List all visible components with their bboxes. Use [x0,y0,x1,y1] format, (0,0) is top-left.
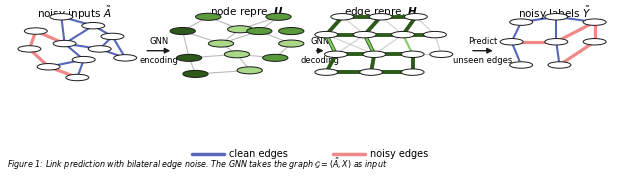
Text: node repre. $\boldsymbol{U}$: node repre. $\boldsymbol{U}$ [210,5,284,19]
Text: unseen edges: unseen edges [453,56,513,65]
Circle shape [170,28,195,35]
Circle shape [278,40,304,47]
Circle shape [183,70,208,77]
Circle shape [18,46,41,52]
Text: noisy edges: noisy edges [370,149,428,159]
Text: noisy labels $\tilde{Y}$: noisy labels $\tilde{Y}$ [518,5,592,22]
Circle shape [401,69,424,75]
Circle shape [545,14,568,20]
Circle shape [315,69,338,75]
Circle shape [82,22,105,29]
Circle shape [24,28,47,34]
Circle shape [500,39,523,45]
Circle shape [509,19,532,25]
Circle shape [72,56,95,63]
Circle shape [37,64,60,70]
Text: decoding: decoding [301,56,339,65]
Text: edge repre. $\boldsymbol{H}$: edge repre. $\boldsymbol{H}$ [344,5,418,19]
Circle shape [262,54,288,61]
Circle shape [430,51,453,57]
Circle shape [392,31,415,38]
Circle shape [246,28,272,35]
Circle shape [331,14,354,20]
Circle shape [237,67,262,74]
Circle shape [209,40,234,47]
Circle shape [177,54,202,61]
Circle shape [66,74,89,81]
Text: GNN: GNN [149,37,168,46]
Circle shape [583,39,606,45]
Circle shape [363,51,386,57]
Text: clean edges: clean edges [229,149,288,159]
Circle shape [50,14,73,20]
Circle shape [509,62,532,68]
Circle shape [196,13,221,20]
Circle shape [225,51,250,58]
Circle shape [369,14,392,20]
Circle shape [315,31,338,38]
Circle shape [401,51,424,57]
Circle shape [101,33,124,40]
Circle shape [424,31,447,38]
Circle shape [278,28,304,35]
Text: Predict: Predict [468,37,497,46]
Circle shape [88,46,111,52]
Text: Figure 1: Link prediction with bilateral edge noise. The GNN takes the graph $\m: Figure 1: Link prediction with bilateral… [7,157,388,172]
Circle shape [545,39,568,45]
Circle shape [266,13,291,20]
Circle shape [228,26,253,33]
Circle shape [324,51,348,57]
Circle shape [53,40,76,47]
Text: GNN: GNN [310,37,330,46]
Circle shape [114,55,137,61]
Text: encoding: encoding [140,56,178,65]
Text: noisy inputs $\tilde{A}$: noisy inputs $\tilde{A}$ [37,5,111,22]
Circle shape [404,14,428,20]
Circle shape [583,19,606,25]
Circle shape [353,31,376,38]
Circle shape [360,69,383,75]
Circle shape [548,62,571,68]
